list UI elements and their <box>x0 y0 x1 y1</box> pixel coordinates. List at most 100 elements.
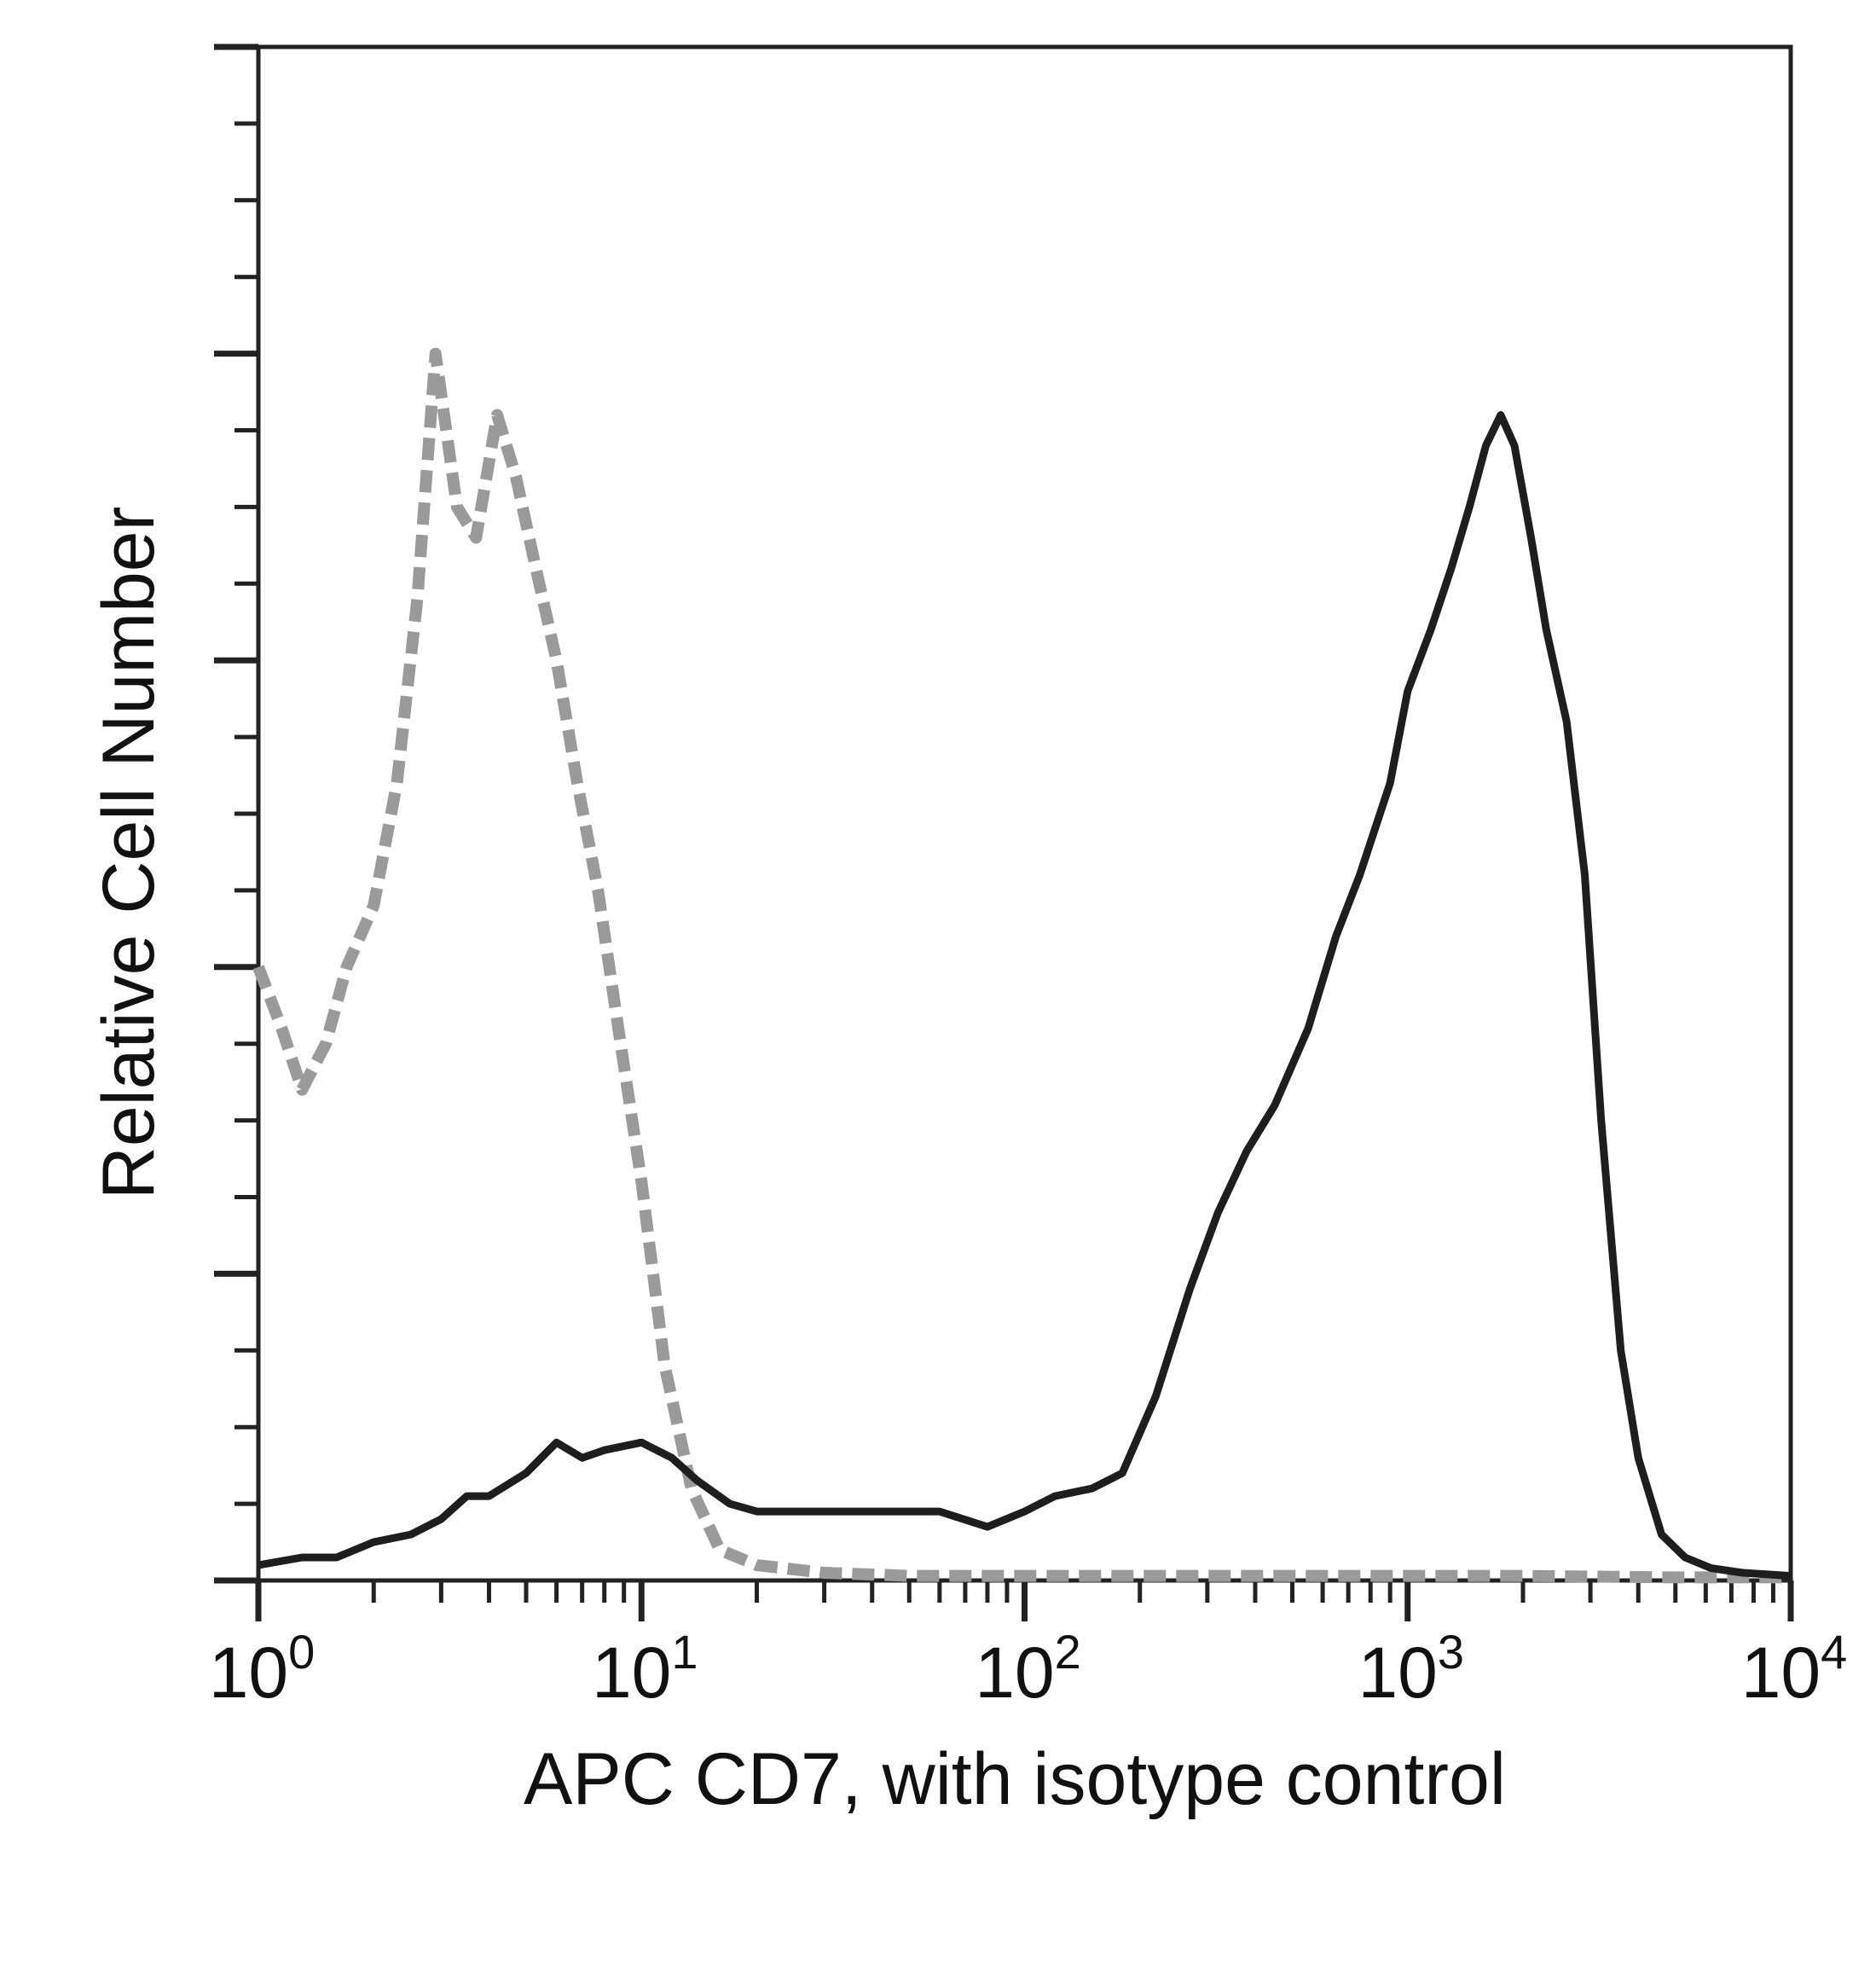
apc-cd7-point <box>1054 1495 1056 1497</box>
apc-cd7-curve <box>258 411 1792 1580</box>
isotype-control-point <box>301 1089 303 1091</box>
apc-cd7-point <box>489 1495 490 1497</box>
apc-cd7-point <box>1091 1488 1093 1489</box>
apc-cd7-point <box>373 1541 374 1543</box>
apc-cd7-point <box>604 1449 605 1451</box>
x-tick-label-base: 10 <box>1741 1633 1821 1713</box>
apc-cd7-point <box>756 1511 758 1512</box>
isotype-control-point <box>691 1488 692 1489</box>
isotype-control-point <box>556 659 558 661</box>
x-tick-label-exponent: 3 <box>1438 1625 1464 1679</box>
isotype-control-point <box>908 1575 910 1577</box>
series-layer <box>252 347 1792 1584</box>
apc-cd7-point <box>1246 1151 1248 1152</box>
apc-cd7-point <box>1601 1120 1602 1122</box>
apc-cd7-point <box>301 1557 303 1558</box>
apc-cd7-point <box>1790 1575 1792 1577</box>
isotype-control-point <box>617 1028 619 1029</box>
apc-cd7-point <box>1684 1557 1686 1558</box>
apc-cd7-point <box>697 1480 698 1482</box>
isotype-control-point <box>1139 1575 1141 1577</box>
isotype-control-point <box>281 1028 282 1029</box>
apc-cd7-point <box>729 1503 731 1505</box>
apc-cd7-point <box>1514 445 1515 447</box>
apc-cd7-point <box>556 1441 558 1443</box>
isotype-control-point <box>435 353 437 355</box>
x-tick-label-base: 10 <box>975 1633 1054 1713</box>
apc-cd7-point <box>640 1441 642 1443</box>
isotype-control-point <box>1024 1575 1026 1577</box>
apc-cd7-point <box>1335 936 1337 937</box>
apc-cd7-point <box>440 1518 442 1520</box>
apc-cd7-point <box>939 1511 941 1512</box>
apc-cd7-point <box>1189 1288 1190 1290</box>
apc-cd7-point <box>871 1511 873 1512</box>
isotype-control-point <box>1675 1576 1676 1578</box>
apc-cd7-point <box>1566 721 1567 722</box>
apc-cd7-point <box>1637 1457 1639 1459</box>
isotype-control-point <box>1292 1575 1294 1577</box>
apc-cd7-point <box>1359 874 1361 876</box>
apc-cd7-point <box>793 1511 795 1512</box>
apc-cd7-point <box>1584 874 1586 876</box>
apc-cd7-point <box>671 1457 673 1459</box>
x-tick-label: 101 <box>592 1625 698 1713</box>
apc-cd7-point <box>582 1457 583 1459</box>
isotype-control-point <box>475 536 477 538</box>
apc-cd7-point <box>1407 690 1409 692</box>
x-tick-label: 100 <box>209 1625 316 1713</box>
x-tick-label: 102 <box>975 1625 1081 1713</box>
isotype-control-point <box>325 1043 327 1045</box>
isotype-control-point <box>397 782 398 784</box>
x-tick-label-exponent: 2 <box>1055 1625 1081 1679</box>
isotype-control-point <box>456 506 458 507</box>
plot-frame <box>256 44 1793 1583</box>
x-tick-label-exponent: 4 <box>1821 1625 1847 1679</box>
apc-cd7-point <box>1711 1568 1712 1569</box>
apc-cd7-point <box>987 1526 988 1528</box>
apc-cd7-point <box>336 1557 338 1558</box>
apc-cd7-point <box>1485 445 1487 447</box>
isotype-control-point <box>1522 1575 1524 1577</box>
apc-cd7-point <box>1307 1028 1309 1029</box>
apc-cd7-point <box>1389 782 1391 784</box>
x-tick-label-base: 10 <box>1358 1633 1437 1713</box>
isotype-control-point <box>576 782 578 784</box>
apc-cd7-point <box>1024 1511 1026 1512</box>
apc-cd7-point <box>410 1534 412 1535</box>
x-axis-ticks <box>255 1580 1794 1621</box>
x-tick-label-exponent: 0 <box>288 1625 315 1679</box>
apc-cd7-point <box>1274 1105 1276 1106</box>
y-axis-title: Relative Cell Number <box>88 507 170 1200</box>
isotype-control-point <box>346 966 348 968</box>
x-tick-label-base: 10 <box>209 1633 288 1713</box>
apc-cd7-point <box>1121 1472 1123 1474</box>
isotype-control-point <box>515 475 517 477</box>
apc-cd7-point <box>1500 415 1502 416</box>
apc-cd7-point <box>258 1564 259 1566</box>
x-tick-labels: 100 101 102 103 104 <box>209 1625 1848 1713</box>
x-tick-label-base: 10 <box>592 1633 671 1713</box>
x-tick-label: 104 <box>1741 1625 1848 1713</box>
apc-cd7-point <box>1450 567 1452 569</box>
apc-cd7-point <box>1742 1572 1744 1574</box>
isotype-control-point <box>597 890 599 891</box>
apc-cd7-point <box>466 1495 467 1497</box>
isotype-control-curve <box>252 347 1791 1584</box>
isotype-control-point <box>664 1365 666 1366</box>
apc-cd7-point <box>1468 506 1470 507</box>
isotype-control-point <box>373 905 374 907</box>
y-axis-ticks <box>214 43 258 1584</box>
isotype-control-point <box>640 1181 642 1183</box>
apc-cd7-point <box>1620 1349 1622 1351</box>
x-tick-label-exponent: 1 <box>671 1625 698 1679</box>
isotype-control-point <box>416 598 418 600</box>
apc-cd7-point <box>1661 1534 1663 1535</box>
isotype-control-point <box>719 1549 721 1551</box>
apc-cd7-point <box>1155 1395 1156 1397</box>
apc-cd7-point <box>824 1511 825 1512</box>
apc-cd7-point <box>908 1511 910 1512</box>
isotype-control-point <box>1407 1575 1409 1577</box>
